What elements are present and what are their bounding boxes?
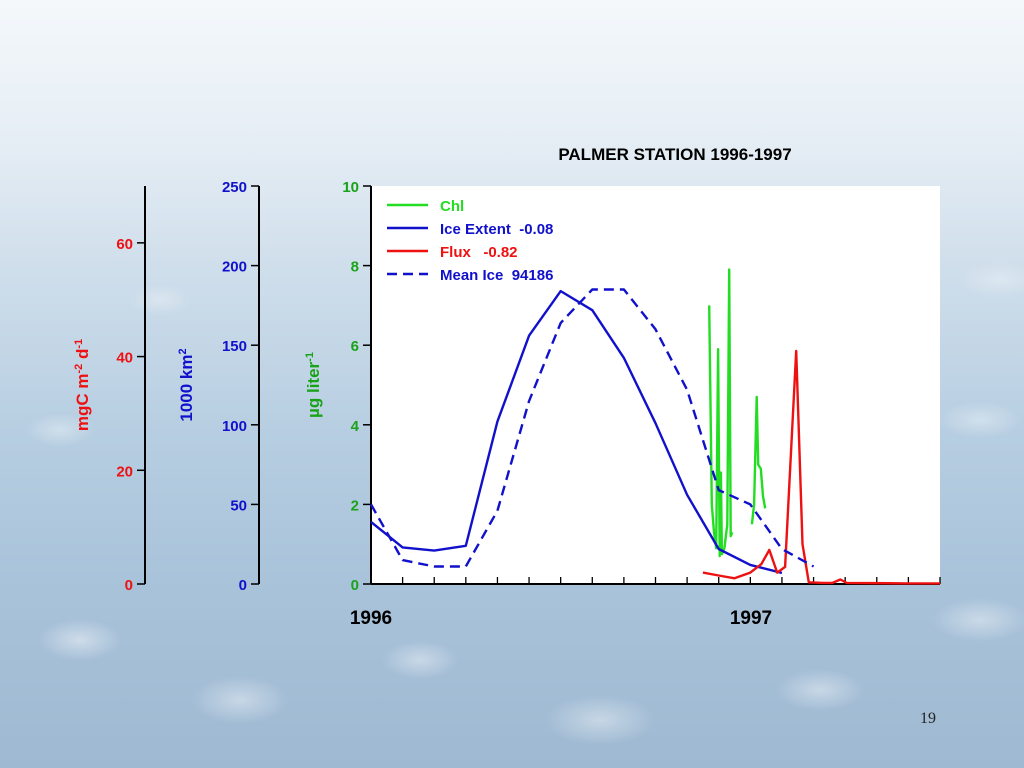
- chl-tick-label: 2: [351, 497, 359, 514]
- chl-tick-label: 4: [351, 418, 360, 435]
- flux-tick-label: 20: [116, 463, 133, 480]
- plot-area: [371, 186, 940, 584]
- x-tick-label-1997: 1997: [730, 608, 772, 629]
- series-ice-extent: [370, 289, 783, 575]
- ice-axis: 0 50 100 150 200 250: [222, 179, 260, 594]
- chl-axis-label: µg liter-1: [304, 352, 323, 418]
- legend: Chl Ice Extent -0.08 Flux -0.82 Mean Ice 94…: [387, 198, 553, 284]
- series-chl: [708, 268, 734, 558]
- flux-tick-label: 60: [116, 236, 133, 253]
- ice-tick-label: 100: [222, 418, 247, 435]
- flux-axis-label: mgC m-2 d-1: [73, 339, 92, 431]
- legend-label: Flux -0.82: [440, 244, 518, 261]
- flux-tick-label: 40: [116, 350, 133, 367]
- chl-axis: 0 2 4 6 8 10: [342, 179, 372, 594]
- legend-label: Mean Ice 94186: [440, 267, 553, 284]
- slide-number: 19: [920, 710, 936, 727]
- flux-tick-label: 0: [125, 577, 133, 594]
- ice-tick-label: 250: [222, 179, 247, 196]
- legend-label: Ice Extent -0.08: [440, 221, 553, 238]
- ice-tick-label: 50: [230, 497, 247, 514]
- flux-axis: 0 20 40 60: [116, 186, 146, 594]
- series-chl: [750, 395, 767, 525]
- chl-tick-label: 10: [342, 179, 359, 196]
- series-group: [369, 268, 940, 585]
- ice-tick-label: 0: [239, 577, 247, 594]
- series-flux: [702, 349, 940, 585]
- legend-label: Chl: [440, 198, 464, 215]
- x-tick-label-1996: 1996: [350, 608, 392, 629]
- series-mean-ice: [369, 288, 815, 568]
- ice-axis-label: 1000 km2: [177, 348, 196, 421]
- chl-tick-label: 8: [351, 259, 359, 276]
- ice-tick-label: 200: [222, 259, 247, 276]
- chl-tick-label: 6: [351, 338, 359, 355]
- chl-tick-label: 0: [351, 577, 359, 594]
- x-axis: [370, 577, 941, 585]
- chart-title: PALMER STATION 1996-1997: [558, 145, 791, 164]
- ice-tick-label: 150: [222, 338, 247, 355]
